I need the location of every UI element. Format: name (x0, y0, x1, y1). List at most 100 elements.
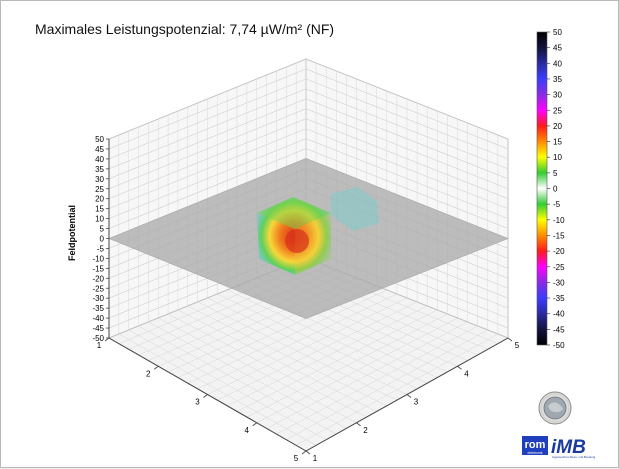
z-tick-label: 35 (95, 165, 104, 174)
floor-gridline (207, 297, 408, 395)
floor-gridline (276, 325, 478, 435)
y-tick-mark (406, 394, 412, 398)
svg-text:iMB: iMB (551, 437, 586, 458)
z-tick-label: 30 (95, 175, 104, 184)
z-axis-label: Feldpotential (67, 205, 77, 261)
colorbar-tick-label: -30 (553, 278, 565, 287)
z-tick-label: 5 (100, 225, 105, 234)
colorbar-tick-label: 35 (553, 75, 562, 84)
plane-gridline (305, 238, 509, 319)
z-tick-label: 45 (95, 145, 104, 154)
y-tick-label: 1 (313, 454, 318, 463)
colorbar-tick-label: 30 (553, 91, 562, 100)
plane-gridline (286, 230, 488, 311)
x-axis-ticks: 1 2 3 4 5 (97, 337, 307, 463)
z-tick-label: -30 (92, 294, 104, 303)
y-tick-label: 4 (464, 369, 469, 378)
plane-gridline (276, 226, 478, 307)
floor-gridline (236, 309, 438, 412)
plane-gridline (276, 170, 478, 251)
plane-gridline (236, 210, 438, 291)
floor-gridline (217, 301, 418, 401)
x-tick-label: 3 (195, 398, 200, 407)
colorbar-tick-label: -35 (553, 294, 565, 303)
x-tick-label: 4 (245, 426, 250, 435)
y-tick-label: 3 (414, 398, 419, 407)
colorbar-tick-label: -40 (553, 310, 565, 319)
z-tick-label: 20 (95, 195, 104, 204)
y-tick-mark (356, 422, 361, 427)
floor-gridline (256, 317, 458, 423)
plane-gridline (286, 166, 488, 247)
z-tick-label: -5 (97, 244, 105, 253)
colorbar-tick-label: -15 (553, 231, 565, 240)
earth-seal-icon (538, 391, 572, 425)
z-tick-label: 40 (95, 155, 104, 164)
z-tick-label: -40 (92, 314, 104, 323)
z-tick-label: -45 (92, 324, 104, 333)
colorbar-tick-label: 20 (553, 122, 562, 131)
field-halo (331, 187, 379, 231)
plane-gridline (236, 186, 438, 267)
colorbar-tick-label: -25 (553, 263, 565, 272)
colorbar-tick-label: -50 (553, 341, 565, 350)
plane-gridline (246, 182, 448, 263)
floor-gridline (217, 293, 418, 390)
z-tick-label: -20 (92, 274, 104, 283)
x-tick-mark (203, 394, 208, 398)
colorbar-tick-label: 5 (553, 169, 558, 178)
z-tick-label: -10 (92, 254, 104, 263)
colorbar-tick-label: -45 (553, 325, 565, 334)
x-tick-label: 5 (294, 454, 299, 463)
y-tick-mark (305, 450, 311, 455)
plane-gridline (305, 158, 509, 239)
x-tick-mark (252, 422, 257, 427)
plane-gridline (256, 178, 458, 259)
x-tick-mark (104, 337, 110, 342)
plane-gridline (246, 214, 448, 295)
floor-gridline (227, 289, 428, 384)
colorbar-tick-label: 10 (553, 153, 562, 162)
z-tick-label: 15 (95, 205, 104, 214)
field-cube-top (257, 197, 331, 229)
plane-gridline (266, 174, 468, 255)
x-tick-mark (301, 450, 307, 455)
x-tick-mark (154, 365, 159, 370)
svg-text:elektronik: elektronik (528, 451, 543, 455)
field-core (285, 229, 309, 253)
z-tick-label: -15 (92, 264, 104, 273)
plane-gridline (296, 234, 498, 315)
rom-imb-logo: rom elektronik iMB Ingenieurbüro Mess- u… (522, 436, 596, 459)
colorbar-tick-label: 25 (553, 106, 562, 115)
colorbar (536, 31, 548, 346)
colorbar-tick-label: -20 (553, 247, 565, 256)
field-volume (257, 187, 379, 275)
y-tick-label: 2 (363, 426, 368, 435)
field-cube-side (295, 213, 331, 275)
colorbar-scale (536, 31, 548, 346)
z-tick-label: -35 (92, 304, 104, 313)
z-tick-label: -25 (92, 284, 104, 293)
x-tick-label: 2 (146, 369, 151, 378)
chart-title: Maximales Leistungspotenzial: 7,74 µW/m²… (35, 21, 335, 37)
x-tick-label: 1 (97, 341, 102, 350)
colorbar-tick-label: 0 (553, 185, 558, 194)
floor-grid (108, 257, 509, 452)
y-tick-label: 5 (515, 341, 520, 350)
plane-gridline (256, 218, 458, 299)
floor-gridline (296, 333, 499, 446)
colorbar-tick-label: 45 (553, 44, 562, 53)
floor-gridline (246, 313, 448, 418)
colorbar-tick-label: -5 (553, 200, 561, 209)
y-axis-ticks: 1 2 3 4 5 (305, 337, 520, 463)
y-tick-mark (457, 365, 462, 370)
colorbar-tick-label: -10 (553, 216, 565, 225)
colorbar-tick-label: 15 (553, 138, 562, 147)
colorbar-ticks: 50454035302520151050-5-10-15-20-25-30-35… (547, 28, 565, 350)
z-tick-label: 10 (95, 215, 104, 224)
z-tick-label: 0 (100, 235, 105, 244)
floor-gridline (227, 305, 428, 407)
z-tick-label: 50 (95, 135, 104, 144)
floor-gridline (286, 329, 488, 440)
